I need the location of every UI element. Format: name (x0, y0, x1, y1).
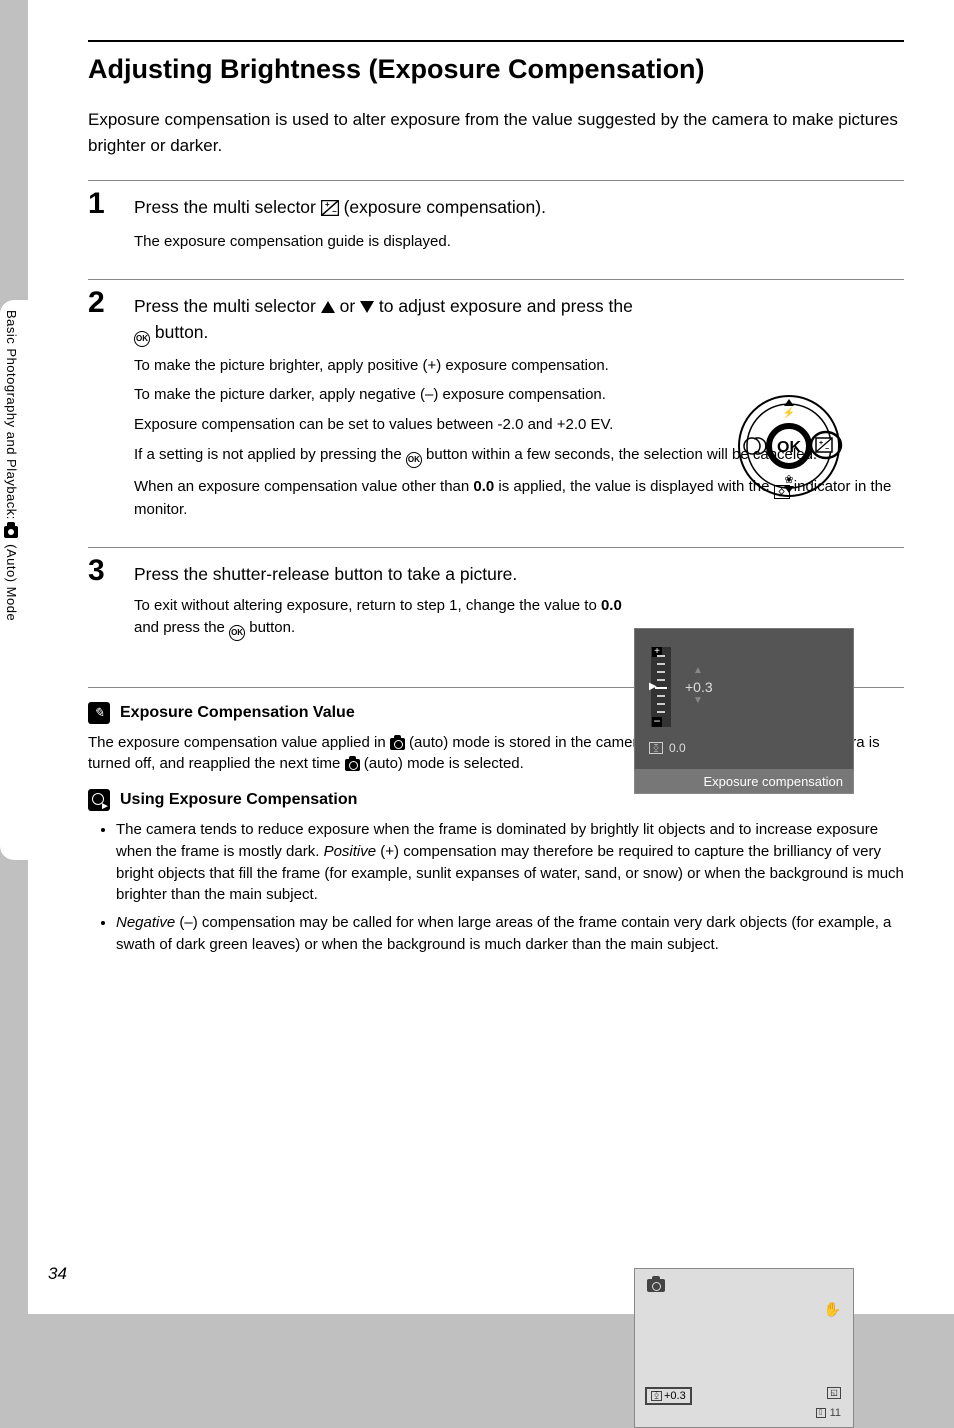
note-2-item-1: The camera tends to reduce exposure when… (116, 819, 904, 906)
svg-text:+: + (325, 200, 330, 209)
shots-remaining: ▯ 11 (816, 1407, 841, 1419)
step-number: 1 (88, 187, 105, 221)
exposure-indicator-icon: ⧰ (651, 1391, 662, 1401)
step-number: 3 (88, 554, 105, 588)
side-tab-label: Basic Photography and Playback: (Auto) M… (4, 310, 19, 621)
ok-button-icon: OK (229, 625, 245, 641)
exposure-bottom-value: 0.0 (669, 741, 686, 755)
step-2-p1: To make the picture brighter, apply posi… (134, 355, 624, 377)
camera-icon (390, 738, 405, 750)
svg-text:−: − (332, 207, 337, 216)
intro-paragraph: Exposure compensation is used to alter e… (88, 107, 904, 158)
steps-list: 1 Press the multi selector +− (exposure … (88, 180, 904, 667)
monitor-screen: ✋ ⧰ +0.3 ◱ ▯ 11 (634, 1268, 854, 1428)
side-label-post: (Auto) Mode (4, 544, 19, 621)
exposure-indicator-icon: ⧰ (649, 742, 663, 754)
step-2-heading: Press the multi selector or to adjust ex… (134, 294, 634, 346)
note-1-title: Exposure Compensation Value (120, 704, 355, 722)
note-tip-icon (88, 789, 110, 811)
note-2-title: Using Exposure Compensation (120, 791, 357, 809)
step-1-heading: Press the multi selector +− (exposure co… (134, 195, 634, 223)
exposure-badge: ⧰ +0.3 (645, 1387, 692, 1405)
note-2-item-2: Negative (–) compensation may be called … (116, 912, 904, 956)
page-title: Adjusting Brightness (Exposure Compensat… (88, 40, 904, 85)
step-2: 2 Press the multi selector or to adjust … (88, 279, 904, 546)
exposure-indicator-icon: ⧰ (774, 485, 790, 499)
ok-button-icon: OK (134, 331, 150, 347)
up-arrow-icon (321, 301, 335, 313)
step-3-p1: To exit without altering exposure, retur… (134, 595, 624, 641)
camera-mode-icon (647, 1279, 665, 1292)
camera-icon (4, 526, 18, 538)
vr-icon: ✋ (824, 1301, 841, 1318)
exposure-comp-icon: +− (321, 198, 339, 223)
step-2-p4: If a setting is not applied by pressing … (134, 444, 904, 468)
note-pencil-icon: ✎ (88, 702, 110, 724)
note-2-list: The camera tends to reduce exposure when… (88, 819, 904, 956)
step-3: 3 Press the shutter-release button to ta… (88, 547, 904, 667)
camera-icon (345, 759, 360, 771)
step-number: 2 (88, 286, 105, 320)
side-tab: Basic Photography and Playback: (Auto) M… (0, 300, 28, 860)
page-number: 34 (48, 1264, 67, 1284)
step-2-p2: To make the picture darker, apply negati… (134, 384, 624, 406)
side-label-pre: Basic Photography and Playback: (4, 310, 19, 524)
step-1-p1: The exposure compensation guide is displ… (134, 231, 904, 253)
step-1: 1 Press the multi selector +− (exposure … (88, 180, 904, 279)
down-arrow-icon (360, 301, 374, 313)
step-2-p3: Exposure compensation can be set to valu… (134, 414, 624, 436)
ok-button-icon: OK (406, 452, 422, 468)
page: Adjusting Brightness (Exposure Compensat… (28, 0, 954, 1314)
exposure-value: +0.3 (685, 679, 713, 695)
memory-icon: ▯ (816, 1408, 826, 1418)
screen-caption: Exposure compensation (634, 770, 854, 794)
step-3-heading: Press the shutter-release button to take… (134, 562, 634, 587)
quality-icon: ◱ (827, 1387, 841, 1399)
step-2-p5: When an exposure compensation value othe… (134, 476, 904, 521)
